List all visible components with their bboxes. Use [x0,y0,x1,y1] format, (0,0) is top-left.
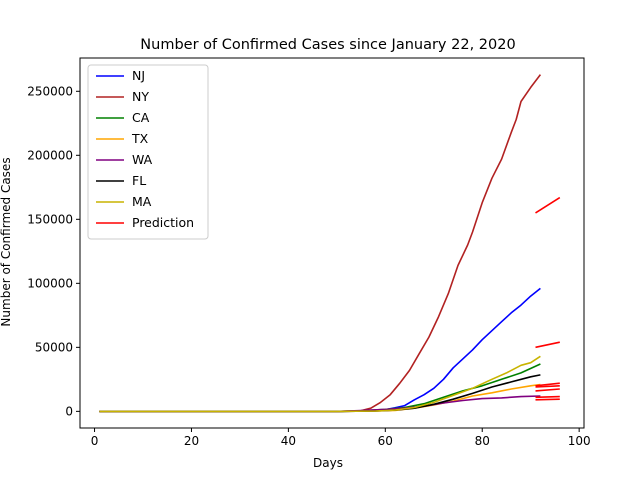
legend-label-ca: CA [132,110,150,125]
x-tick-label: 80 [475,434,490,448]
series-line-prediction [535,385,560,388]
y-tick-label: 250000 [27,84,73,98]
series-line-ny [99,74,542,413]
y-tick-label: 0 [65,404,73,418]
legend-label-prediction: Prediction [132,215,194,230]
legend-label-ny: NY [132,89,149,104]
y-axis-label: Number of Confirmed Cases [0,157,13,326]
legend-label-nj: NJ [132,68,145,83]
series-line-fl [99,374,541,413]
y-tick-label: 50000 [35,340,73,354]
x-axis-label: Days [313,456,343,470]
series-line-prediction [535,196,561,214]
series-line-wa [99,395,541,413]
series-lines [99,74,561,413]
series-line-ma [99,355,541,413]
y-tick-label: 200000 [27,148,73,162]
legend-label-ma: MA [132,194,152,209]
legend-label-tx: TX [131,131,149,146]
x-tick-label: 20 [184,434,199,448]
y-tick-label: 150000 [27,212,73,226]
chart-title: Number of Confirmed Cases since January … [140,37,515,53]
legend-label-wa: WA [132,152,153,167]
x-tick-label: 100 [568,434,591,448]
legend-label-fl: FL [132,173,146,188]
legend: NJ NY CA TX WA FL MA Prediction [87,64,209,240]
legend-box [87,64,209,240]
y-axis: 0 50000 100000 150000 200000 250000 [27,84,80,418]
x-axis: 0 20 40 60 80 100 [91,428,591,448]
plot-frame [79,57,585,429]
series-line-prediction [535,382,560,387]
series-line-prediction [535,395,560,399]
y-tick-label: 100000 [27,276,73,290]
x-tick-label: 0 [91,434,99,448]
series-line-prediction [535,341,560,349]
series-line-prediction [535,398,560,401]
series-line-prediction [535,388,560,392]
x-tick-label: 60 [378,434,393,448]
x-tick-label: 40 [281,434,296,448]
